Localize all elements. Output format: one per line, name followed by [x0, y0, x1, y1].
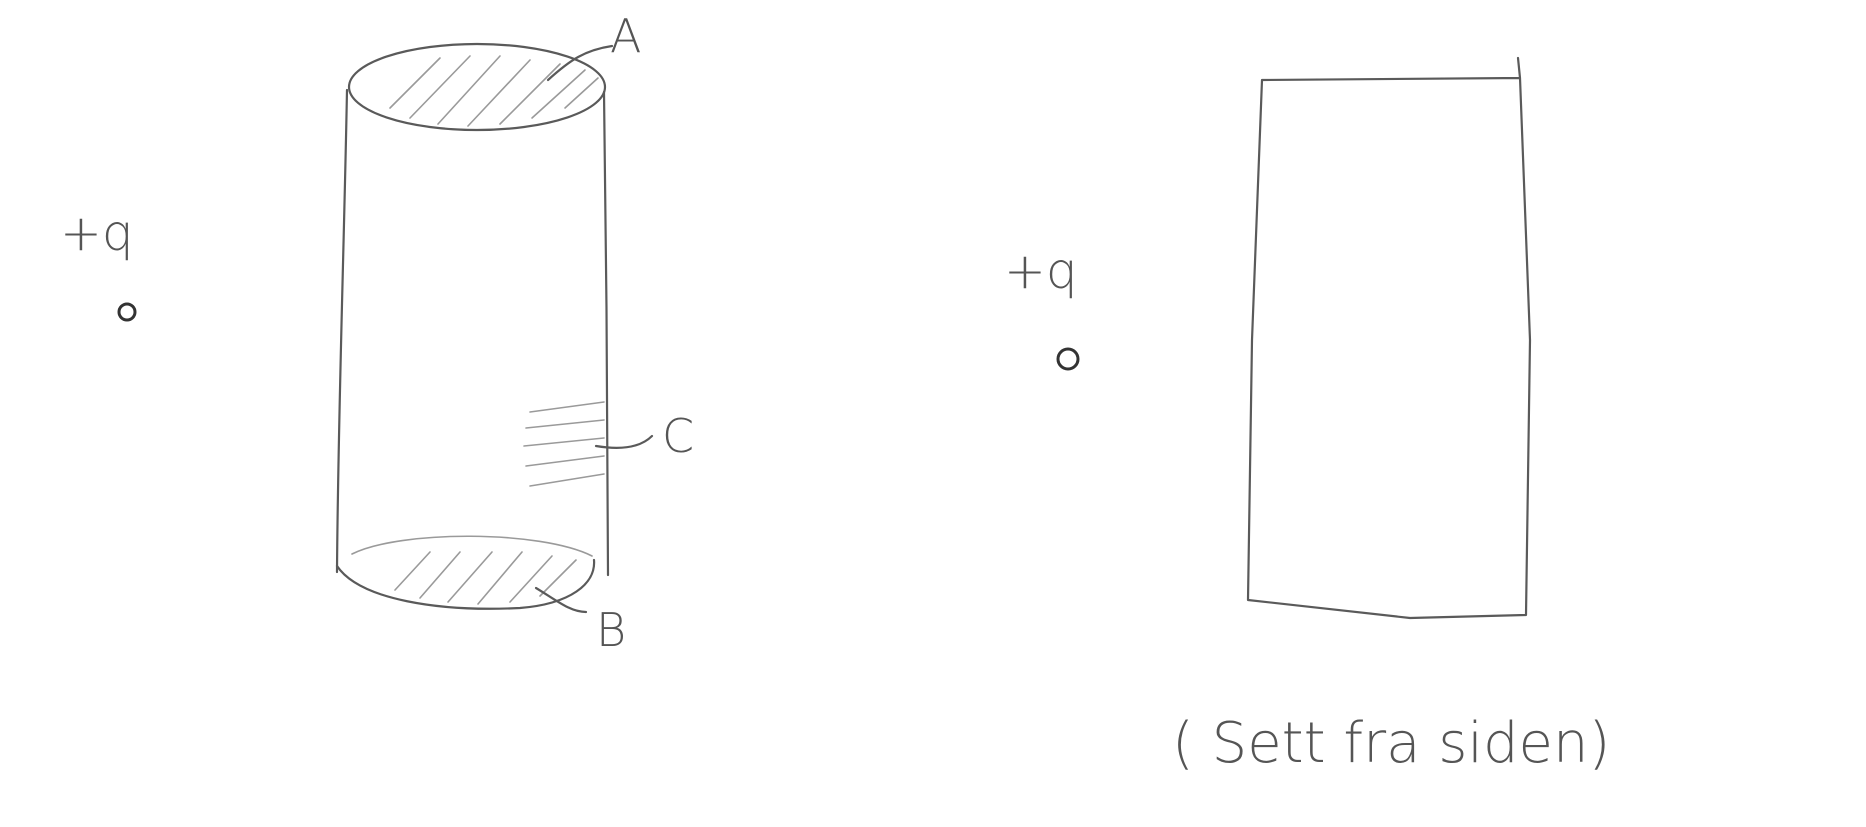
label-b: B	[596, 603, 626, 657]
top-surface-hatching	[389, 55, 599, 127]
charge-left: +q	[60, 204, 137, 322]
charge-right-dot	[1056, 347, 1080, 371]
cylinder-3d: A C B	[335, 9, 694, 657]
label-b-leader	[534, 586, 588, 614]
label-a: A	[610, 9, 641, 63]
side-view	[1246, 56, 1532, 620]
cylinder-bottom-back	[351, 535, 593, 557]
label-c: C	[662, 409, 694, 463]
label-a-leader	[546, 44, 614, 82]
charge-left-label: +q	[60, 204, 134, 262]
cylinder-right-wall	[602, 90, 610, 577]
cylinder-bottom-surface	[335, 558, 596, 610]
side-view-caption: ( Sett fra siden)	[1172, 711, 1610, 776]
bottom-surface-hatching	[394, 551, 577, 605]
label-c-leader	[594, 434, 654, 449]
charge-right: +q	[1004, 242, 1080, 371]
side-view-rectangle	[1246, 56, 1532, 620]
cylinder-top-surface	[347, 42, 607, 132]
cylinder-left-wall	[335, 88, 349, 574]
side-surface-hatching	[523, 401, 605, 487]
charge-right-label: +q	[1004, 242, 1078, 300]
charge-left-dot	[117, 302, 137, 322]
